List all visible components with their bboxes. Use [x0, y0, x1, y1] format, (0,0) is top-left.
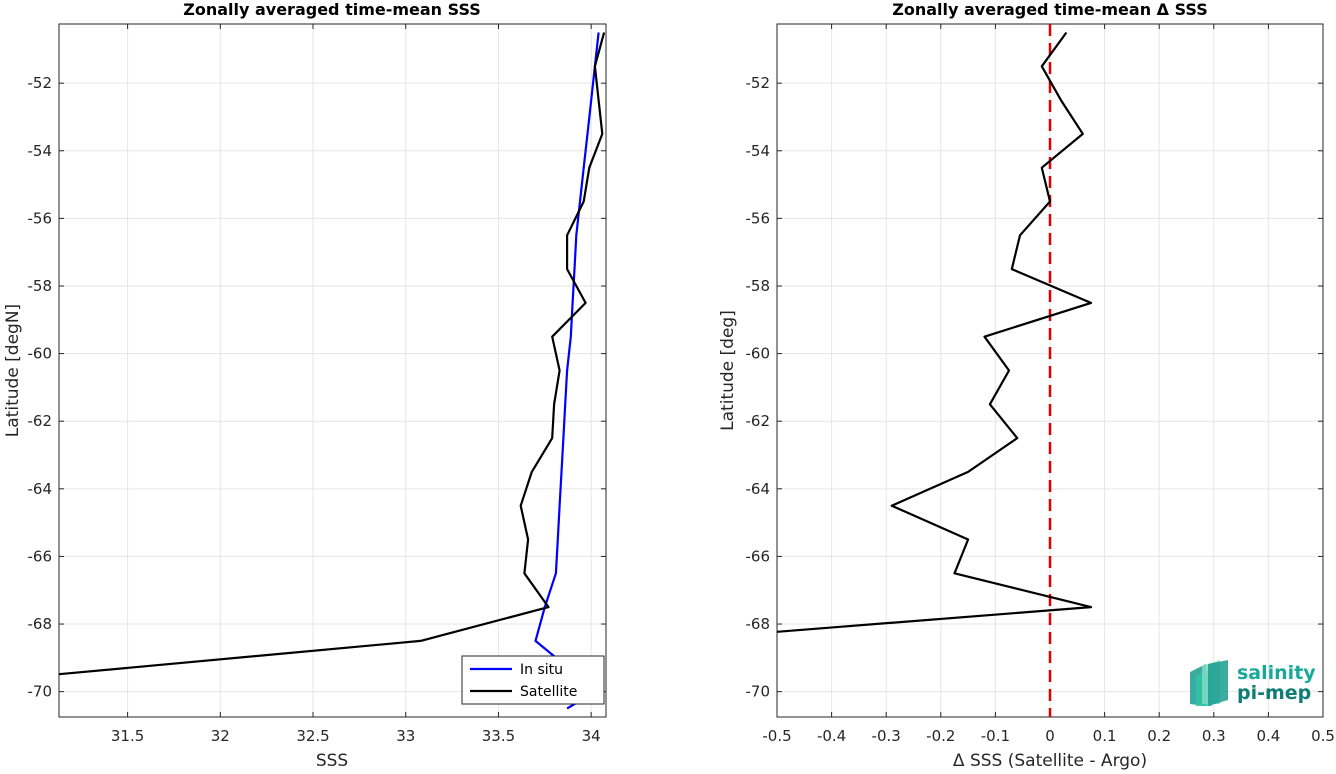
right-panel-delta-sss: -0.5 -0.4 -0.3 -0.2 -0.1 0 0.1 0.2 0.3 0.4 0.5 -52 -… [718, 0, 1335, 771]
x-tick-label: 0.3 [1202, 727, 1226, 745]
chart-title: Zonally averaged time-mean SSS [183, 0, 481, 19]
x-tick-label: 0.4 [1256, 727, 1280, 745]
y-tick-label: -70 [28, 683, 53, 701]
legend-box [461, 655, 605, 705]
x-tick-label: 34 [582, 727, 601, 745]
y-tick-label: -58 [28, 277, 53, 295]
y-tick-label: -56 [746, 209, 771, 227]
y-tick-label: -52 [28, 74, 53, 92]
logo-wave-shape [1208, 660, 1228, 706]
series-group [59, 32, 606, 710]
legend-entry-label: Satellite [520, 684, 577, 700]
y-tick-label: -54 [28, 142, 53, 160]
series-line-satellite [59, 32, 606, 676]
legend: In situ Satellite [461, 655, 605, 705]
logo-line-1: salinity [1237, 662, 1316, 684]
y-tick-label: -52 [746, 74, 771, 92]
x-tick-label: 32.5 [296, 727, 329, 745]
y-tick-label: -66 [28, 547, 53, 565]
x-tick-label: 0.1 [1093, 727, 1117, 745]
y-tick-label: -62 [746, 412, 771, 430]
x-tick-label: 33 [396, 727, 415, 745]
y-tick-label: -64 [28, 480, 53, 498]
axes-box [58, 23, 607, 718]
x-tick-label: -0.5 [762, 727, 791, 745]
x-tick-label: -0.3 [872, 727, 901, 745]
x-axis-label: SSS [316, 751, 348, 770]
series-line-in-situ [534, 32, 600, 710]
x-tick-label: 0.2 [1147, 727, 1171, 745]
legend-entry-label: In situ [520, 662, 563, 678]
x-tick-label: 0 [1045, 727, 1055, 745]
y-tick-label: -62 [28, 412, 53, 430]
x-tick-label: -0.4 [817, 727, 846, 745]
x-tick-label: 32 [211, 727, 230, 745]
x-axis-label: Δ SSS (Satellite - Argo) [953, 751, 1147, 770]
chart-title: Zonally averaged time-mean Δ SSS [892, 0, 1208, 19]
y-tick-label: -60 [28, 345, 53, 363]
y-axis-label: Latitude [deg] [718, 310, 738, 431]
y-axis-label: Latitude [degN] [3, 304, 23, 437]
x-tick-label: 0.5 [1311, 727, 1335, 745]
x-tick-label: 31.5 [111, 727, 144, 745]
y-tick-label: -56 [28, 209, 53, 227]
y-tick-label: -64 [746, 480, 771, 498]
logo-line-2: pi-mep [1237, 682, 1311, 704]
y-tick-label: -60 [746, 345, 771, 363]
left-panel-sss: 31.5 32 32.5 33 33.5 34 -52 -54 -56 -58 -60 -62 -64 -… [3, 0, 607, 771]
y-tick-label: -58 [746, 277, 771, 295]
y-tick-label: -66 [746, 547, 771, 565]
series-group [777, 31, 1093, 633]
y-tick-label: -70 [746, 683, 771, 701]
x-tick-label: 33.5 [482, 727, 515, 745]
y-tick-label: -68 [746, 615, 771, 633]
series-line-delta-sss [777, 31, 1093, 633]
y-tick-label: -68 [28, 615, 53, 633]
x-tick-label: -0.1 [981, 727, 1010, 745]
y-tick-label: -54 [746, 142, 771, 160]
x-tick-label: -0.2 [926, 727, 955, 745]
